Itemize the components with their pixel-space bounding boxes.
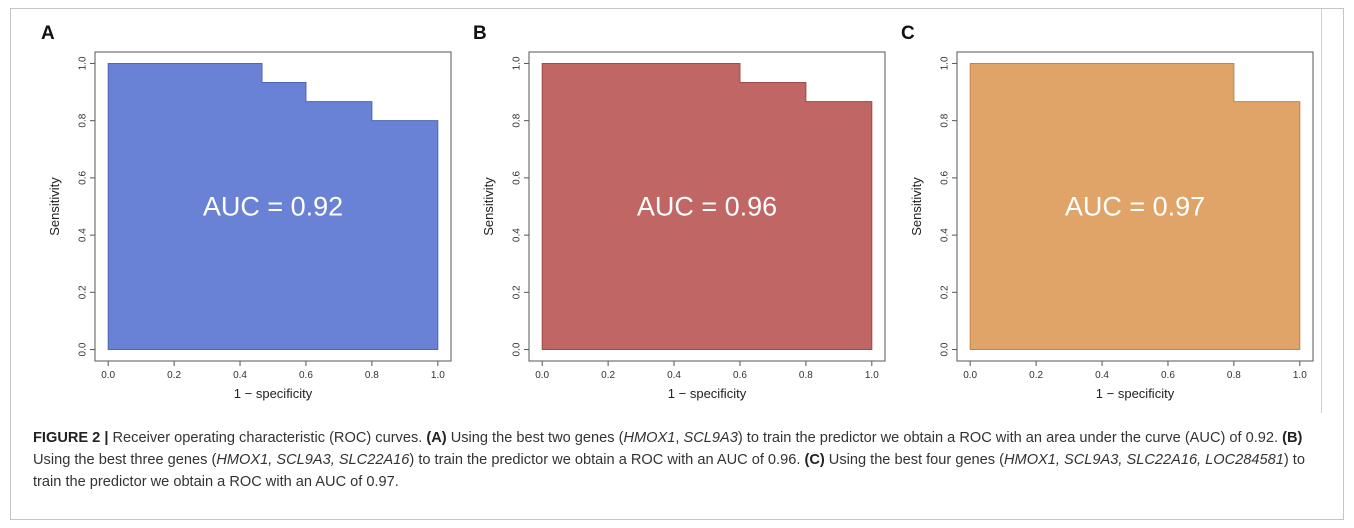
plot-frame: [94, 51, 452, 362]
y-tick-label: 1.0: [78, 56, 89, 70]
x-tick-label: 0.2: [167, 370, 181, 381]
y-tick-label: 0.4: [78, 228, 89, 242]
y-tick-label: 0.2: [78, 285, 89, 299]
y-tick-label: 1.0: [940, 56, 951, 70]
roc-area: [541, 62, 873, 351]
y-tick-label: 1.0: [512, 56, 523, 70]
caption-c-genes: HMOX1, SCL9A3, SLC22A16, LOC284581: [1004, 452, 1284, 468]
x-tick-label: 0.4: [233, 370, 247, 381]
x-tick-label: 0.0: [535, 370, 549, 381]
y-tick-label: 0.6: [78, 171, 89, 185]
auc-annotation: AUC = 0.97: [1065, 192, 1205, 222]
y-axis-label: Sensitivity: [481, 177, 496, 236]
caption-a-pre: Using the best two genes (: [446, 430, 624, 446]
caption-a-gene-2: SCL9A3: [683, 430, 738, 446]
auc-annotation: AUC = 0.92: [203, 192, 343, 222]
panel-letter-a: A: [41, 23, 55, 44]
y-axis-label: Sensitivity: [909, 177, 924, 236]
y-tick-label: 0.0: [940, 342, 951, 356]
caption-b-post: ) to train the predictor we obtain a ROC…: [409, 452, 805, 468]
y-tick-label: 0.2: [512, 285, 523, 299]
y-tick-label: 0.8: [940, 113, 951, 127]
x-tick-label: 0.8: [1227, 370, 1241, 381]
x-tick-label: 0.8: [799, 370, 813, 381]
x-tick-label: 1.0: [431, 370, 445, 381]
caption-tag-b: (B): [1282, 430, 1303, 446]
x-tick-label: 1.0: [865, 370, 879, 381]
x-axis-label: 1 − specificity: [1096, 386, 1175, 401]
caption-c-post: ) to train the predictor we obtain a ROC…: [33, 452, 1305, 490]
roc-chart-a: 0.0 0.2 0.4 0.6 0.8 1.0 0.0 0.2 0.4 0.6 0.8 1.0 1 − …: [47, 51, 452, 401]
x-tick-label: 0.6: [1161, 370, 1175, 381]
x-tick-label: 0.2: [601, 370, 615, 381]
roc-chart-b: 0.0 0.2 0.4 0.6 0.8 1.0 0.0 0.2 0.4 0.6 0.8 1.0 1 − …: [481, 51, 886, 401]
caption-label: FIGURE 2 |: [33, 430, 109, 446]
caption-tag-a: (A): [426, 430, 447, 446]
caption-a-post: ) to train the predictor we obtain a ROC…: [737, 430, 1283, 446]
panels: A 0.0 0.2 0.4 0.6 0.8 1.0 0.0 0.2 0.4 0.6 0.8 1.0 1 …: [11, 9, 1345, 419]
panel-letter-c: C: [901, 23, 915, 44]
x-tick-label: 1.0: [1293, 370, 1307, 381]
figure: A 0.0 0.2 0.4 0.6 0.8 1.0 0.0 0.2 0.4 0.6 0.8 1.0 1 …: [10, 8, 1344, 520]
y-tick-label: 0.4: [512, 228, 523, 242]
x-tick-label: 0.0: [963, 370, 977, 381]
figure-caption: FIGURE 2 | Receiver operating characteri…: [33, 427, 1333, 493]
x-tick-label: 0.0: [101, 370, 115, 381]
roc-chart-c: 0.0 0.2 0.4 0.6 0.8 1.0 0.0 0.2 0.4 0.6 0.8 1.0 1 − …: [909, 51, 1314, 401]
y-tick-label: 0.0: [78, 342, 89, 356]
figure-divider: [1321, 9, 1322, 413]
plot-frame: [528, 51, 886, 362]
caption-b-genes: HMOX1, SCL9A3, SLC22A16: [216, 452, 410, 468]
roc-area: [107, 62, 439, 351]
caption-tag-c: (C): [804, 452, 825, 468]
x-tick-label: 0.6: [733, 370, 747, 381]
x-tick-label: 0.2: [1029, 370, 1043, 381]
roc-panel-a: A 0.0 0.2 0.4 0.6 0.8 1.0 0.0 0.2 0.4 0.6 0.8 1.0 1 …: [29, 9, 465, 419]
x-tick-label: 0.8: [365, 370, 379, 381]
y-tick-label: 0.0: [512, 342, 523, 356]
caption-c-pre: Using the best four genes (: [824, 452, 1004, 468]
y-tick-label: 0.6: [512, 171, 523, 185]
caption-title: Receiver operating characteristic (ROC) …: [108, 430, 427, 446]
y-tick-label: 0.6: [940, 171, 951, 185]
x-tick-label: 0.4: [1095, 370, 1109, 381]
y-tick-label: 0.8: [512, 113, 523, 127]
x-axis-label: 1 − specificity: [234, 386, 313, 401]
roc-panel-c: C 0.0 0.2 0.4 0.6 0.8 1.0 0.0 0.2 0.4 0.6 0.8 1.0 1 …: [891, 9, 1327, 419]
plot-frame: [956, 51, 1314, 362]
roc-area: [969, 62, 1301, 351]
y-axis-label: Sensitivity: [47, 177, 62, 236]
roc-panel-b: B 0.0 0.2 0.4 0.6 0.8 1.0 0.0 0.2 0.4 0.6 0.8 1.0 1 …: [463, 9, 899, 419]
auc-annotation: AUC = 0.96: [637, 192, 777, 222]
x-tick-label: 0.4: [667, 370, 681, 381]
x-tick-label: 0.6: [299, 370, 313, 381]
caption-b-pre: Using the best three genes (: [33, 452, 217, 468]
y-tick-label: 0.8: [78, 113, 89, 127]
panel-letter-b: B: [473, 23, 487, 44]
y-tick-label: 0.2: [940, 285, 951, 299]
y-tick-label: 0.4: [940, 228, 951, 242]
x-axis-label: 1 − specificity: [668, 386, 747, 401]
caption-a-sep: ,: [675, 430, 684, 446]
caption-a-gene-1: HMOX1: [623, 430, 676, 446]
